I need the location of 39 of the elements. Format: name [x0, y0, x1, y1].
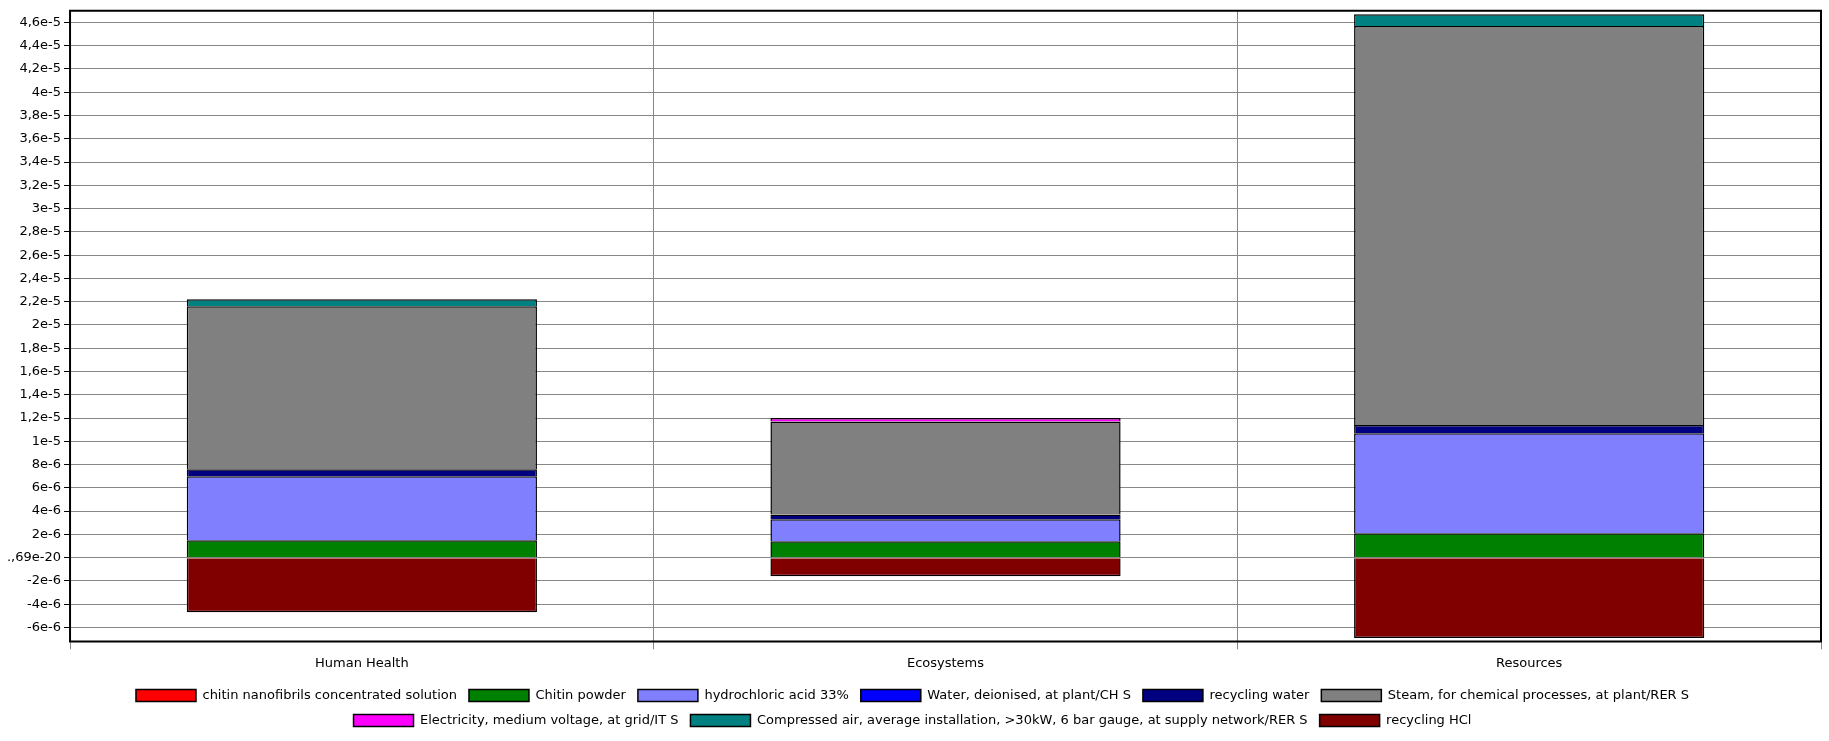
y-tick-label: 4,6e-5: [19, 13, 62, 29]
x-tick-label: Human Health: [315, 654, 409, 670]
y-tick-label: 4,2e-5: [19, 60, 62, 76]
legend-label: recycling water: [1209, 686, 1311, 702]
y-tick-label: .,69e-20: [6, 549, 62, 565]
legend-label: Chitin powder: [535, 686, 627, 702]
y-tick-label: 3e-5: [31, 199, 62, 215]
y-tick-label: -6e-6: [27, 618, 62, 634]
y-tick-label: 8e-6: [31, 455, 62, 471]
y-tick-label: 3,6e-5: [19, 130, 62, 146]
y-tick-label: 1,6e-5: [19, 362, 62, 378]
legend-label: Water, deionised, at plant/CH S: [927, 686, 1131, 702]
y-tick-label: 6e-6: [31, 479, 62, 495]
y-tick-label: 2,4e-5: [19, 269, 62, 285]
y-tick-label: 1,8e-5: [19, 339, 62, 355]
y-tick-label: 4e-5: [31, 83, 62, 99]
y-tick-label: 3,4e-5: [19, 153, 62, 169]
y-tick-label: 4e-6: [31, 502, 62, 518]
y-tick-label: 2,2e-5: [19, 293, 62, 309]
y-tick-label: 2e-5: [31, 316, 62, 332]
y-tick-label: 3,2e-5: [19, 176, 62, 192]
y-tick-label: 2e-6: [31, 525, 62, 541]
legend-label: hydrochloric acid 33%: [704, 686, 849, 702]
legend-label: Electricity, medium voltage, at grid/IT S: [420, 711, 679, 727]
y-tick-label: 4,4e-5: [19, 37, 62, 53]
y-tick-label: 1,4e-5: [19, 386, 62, 402]
legend-label: chitin nanofibrils concentrated solution: [202, 686, 457, 702]
y-tick-label: 3,8e-5: [19, 106, 62, 122]
y-tick-label: 2,6e-5: [19, 246, 62, 262]
x-tick-label: Resources: [1495, 654, 1563, 670]
y-tick-label: 1,2e-5: [19, 409, 62, 425]
y-tick-label: 2,8e-5: [19, 223, 62, 239]
x-tick-label: Ecosystems: [906, 654, 985, 670]
legend-label: Compressed air, average installation, >30kW, 6 bar gauge, at supply network/RER S: [756, 711, 1308, 727]
legend-label: recycling HCl: [1386, 711, 1472, 727]
y-tick-label: 1e-5: [31, 432, 62, 448]
legend-label: Steam, for chemical processes, at plant/RER S: [1387, 686, 1690, 702]
y-tick-label: -2e-6: [27, 572, 62, 588]
y-tick-label: -4e-6: [27, 595, 62, 611]
